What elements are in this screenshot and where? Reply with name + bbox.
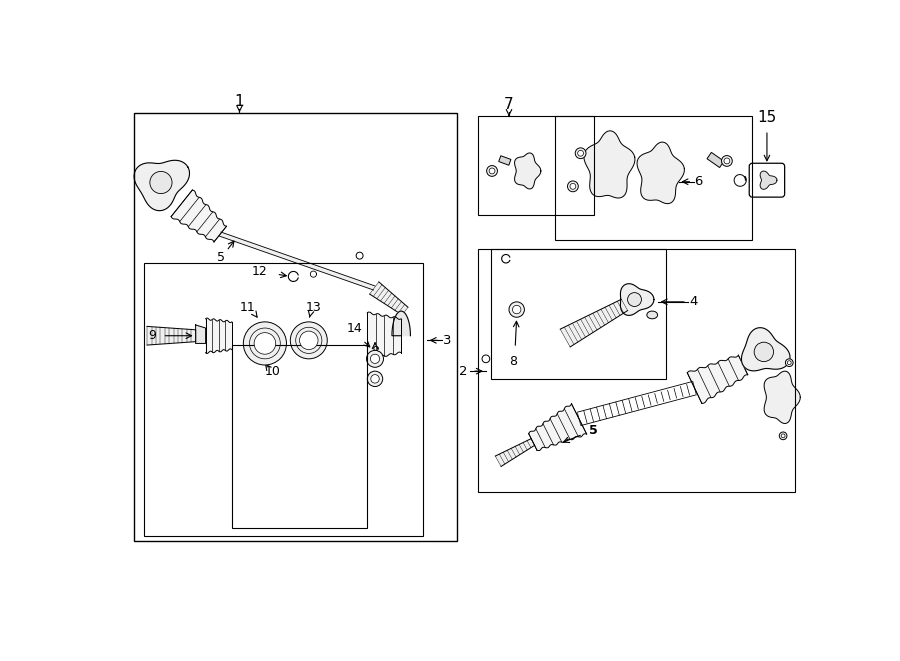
Text: 5: 5 (590, 424, 598, 437)
Polygon shape (205, 318, 232, 354)
Circle shape (300, 331, 318, 350)
Circle shape (291, 322, 328, 359)
Text: 13: 13 (305, 301, 321, 314)
Text: 15: 15 (757, 110, 777, 124)
Polygon shape (707, 153, 724, 167)
Text: 5: 5 (217, 251, 225, 264)
Circle shape (724, 158, 730, 164)
Polygon shape (637, 142, 684, 204)
Polygon shape (584, 131, 634, 198)
Text: 12: 12 (252, 264, 267, 278)
Polygon shape (760, 171, 777, 189)
Bar (555, 116, 752, 240)
Text: 2: 2 (458, 365, 467, 377)
Bar (232, 345, 366, 528)
Polygon shape (528, 404, 587, 451)
Text: 7: 7 (504, 97, 514, 112)
Text: 4: 4 (689, 295, 698, 308)
Polygon shape (764, 371, 800, 424)
Circle shape (254, 332, 275, 354)
Polygon shape (515, 153, 541, 189)
Circle shape (482, 355, 490, 363)
Circle shape (367, 371, 382, 387)
Circle shape (366, 350, 383, 368)
Circle shape (487, 165, 498, 176)
Text: 9: 9 (148, 329, 156, 342)
Text: 14: 14 (347, 321, 363, 334)
Polygon shape (392, 311, 410, 336)
Polygon shape (742, 328, 790, 371)
Text: 11: 11 (239, 301, 255, 314)
Circle shape (722, 155, 733, 167)
Bar (491, 249, 666, 379)
Polygon shape (220, 232, 375, 290)
Circle shape (150, 171, 172, 194)
Text: 8: 8 (509, 355, 518, 368)
Text: 1: 1 (235, 94, 244, 109)
Polygon shape (620, 284, 654, 315)
Bar (134, 113, 457, 541)
Circle shape (371, 354, 380, 364)
Polygon shape (560, 299, 627, 347)
Text: 8: 8 (371, 344, 379, 358)
Circle shape (788, 361, 791, 365)
Polygon shape (195, 325, 205, 344)
Circle shape (779, 432, 787, 440)
Circle shape (627, 293, 642, 307)
Polygon shape (367, 312, 401, 360)
Circle shape (371, 375, 379, 383)
Text: 10: 10 (265, 365, 281, 377)
Bar (478, 116, 594, 215)
Polygon shape (147, 327, 195, 345)
Polygon shape (499, 156, 511, 165)
Circle shape (243, 322, 286, 365)
Text: 3: 3 (443, 334, 452, 347)
Circle shape (754, 342, 774, 362)
Polygon shape (688, 355, 748, 403)
Circle shape (575, 148, 586, 159)
Bar (478, 249, 796, 492)
Circle shape (786, 359, 793, 367)
Circle shape (509, 302, 525, 317)
Polygon shape (171, 190, 227, 242)
Bar (144, 262, 423, 536)
Ellipse shape (647, 311, 658, 319)
FancyBboxPatch shape (749, 163, 785, 197)
Text: 6: 6 (694, 175, 703, 188)
Circle shape (512, 305, 521, 314)
Circle shape (578, 150, 583, 156)
Circle shape (570, 183, 576, 189)
Circle shape (568, 181, 579, 192)
Polygon shape (495, 439, 535, 467)
Polygon shape (134, 160, 190, 211)
Circle shape (356, 253, 363, 259)
Circle shape (489, 168, 495, 174)
Circle shape (781, 434, 785, 438)
Polygon shape (370, 282, 408, 315)
